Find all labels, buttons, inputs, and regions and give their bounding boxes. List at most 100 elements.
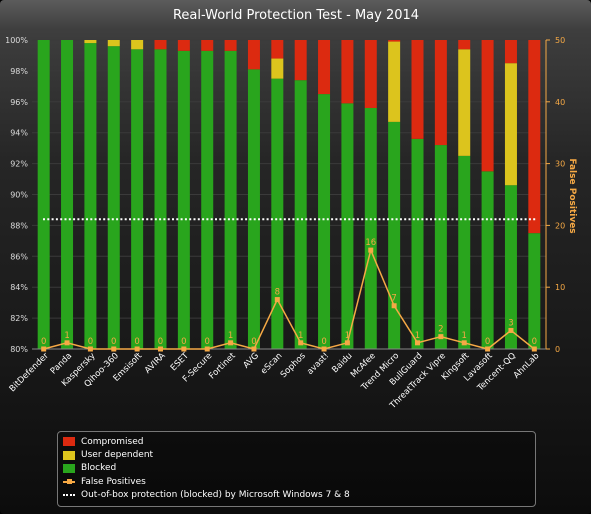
legend-label: Out-of-box protection (blocked) by Micro…: [81, 490, 350, 501]
x-tick-label: AVIRA: [143, 351, 168, 376]
bar-user-dependent: [271, 58, 284, 79]
bar-blocked: [37, 40, 50, 349]
bar-blocked: [434, 145, 447, 349]
false-positive-point: [251, 346, 257, 352]
false-positive-data-label: 8: [275, 288, 280, 298]
y-tick-label: 100%: [5, 36, 28, 45]
bar-compromised: [388, 40, 401, 42]
false-positive-data-label: 3: [508, 318, 513, 328]
y-tick-label: 88%: [10, 221, 28, 230]
false-positive-point: [391, 303, 397, 309]
bar-compromised: [341, 40, 354, 104]
y-tick-label: 84%: [10, 283, 28, 292]
bar-blocked: [247, 69, 260, 349]
false-positive-point: [485, 346, 491, 352]
false-positive-data-label: 0: [532, 337, 537, 347]
x-tick-label: BitDefender: [8, 351, 52, 395]
bar-blocked: [107, 46, 120, 350]
y-tick-label: 98%: [10, 67, 28, 76]
false-positive-point: [64, 340, 70, 346]
bar-compromised: [271, 40, 284, 59]
x-tick-label: AhnLab: [512, 351, 542, 381]
false-positives-swatch: [63, 477, 75, 486]
legend-label: False Positives: [81, 476, 146, 487]
bar-blocked: [458, 155, 471, 349]
bar-blocked: [154, 49, 167, 350]
bar-compromised: [201, 40, 214, 51]
false-positive-data-label: 0: [41, 337, 46, 347]
false-positive-point: [204, 346, 210, 352]
false-positive-point: [438, 334, 444, 340]
false-positive-point: [181, 346, 187, 352]
bar-user-dependent: [504, 63, 517, 186]
bar-blocked: [504, 185, 517, 349]
bar-blocked: [481, 171, 494, 349]
false-positives-line: [43, 247, 535, 350]
false-positive-point: [134, 346, 140, 352]
y-tick-label: 94%: [10, 129, 28, 138]
compromised-swatch: [63, 437, 75, 447]
y2-tick-label: 0: [555, 345, 560, 354]
legend-item-false-positives: False Positives: [63, 475, 535, 488]
x-tick-label: Sophos: [279, 351, 308, 380]
false-positive-data-label: 0: [158, 337, 163, 347]
bar-compromised: [177, 40, 190, 51]
bar-blocked: [177, 50, 190, 349]
false-positive-point: [41, 346, 47, 352]
false-positive-point: [158, 346, 163, 352]
y-tick-label: 96%: [10, 98, 28, 107]
y2-axis-label: False Positives: [567, 158, 577, 233]
false-positive-data-label: 0: [88, 337, 93, 347]
legend-label: Blocked: [81, 463, 117, 474]
bar-compromised: [247, 40, 260, 70]
false-positive-data-label: 0: [181, 337, 186, 347]
false-positive-point: [87, 346, 93, 352]
bar-compromised: [318, 40, 331, 95]
false-positive-point: [508, 327, 514, 333]
y-tick-label: 82%: [10, 314, 28, 323]
user-dependent-swatch: [63, 450, 75, 460]
false-positive-data-label: 1: [64, 331, 69, 341]
false-positive-data-label: 0: [251, 337, 256, 347]
bar-blocked: [318, 94, 331, 349]
false-positive-point: [531, 346, 537, 352]
y2-tick-label: 50: [555, 36, 565, 45]
y2-tick-label: 40: [555, 98, 565, 107]
false-positive-point: [461, 340, 467, 346]
bar-user-dependent: [131, 40, 144, 50]
bar-blocked: [294, 80, 307, 350]
bar-blocked: [411, 138, 424, 349]
false-positive-data-label: 16: [365, 238, 376, 248]
x-tick-label: AVG: [241, 351, 261, 371]
legend-item-blocked: Blocked: [63, 462, 535, 475]
line-layer: 0 1 0 0 0 0 0 0 1 0 8 1 0 1 16 7 1 2 1 0 3 0: [41, 218, 537, 352]
legend-item-compromised: Compromised: [63, 435, 535, 448]
false-positive-data-label: 0: [134, 337, 139, 347]
false-positive-data-label: 1: [298, 331, 303, 341]
bar-blocked: [224, 50, 237, 349]
bar-blocked: [271, 78, 284, 349]
y-tick-label: 92%: [10, 160, 28, 169]
y-tick-label: 90%: [10, 191, 28, 200]
false-positive-data-label: 0: [205, 337, 210, 347]
bar-user-dependent: [458, 49, 471, 156]
bar-compromised: [411, 40, 424, 139]
bar-compromised: [364, 40, 377, 108]
chart-title: Real-World Protection Test - May 2014: [173, 8, 419, 23]
bar-blocked: [61, 40, 74, 349]
false-positive-data-label: 0: [485, 337, 490, 347]
bar-blocked: [364, 107, 377, 349]
bar-compromised: [458, 40, 471, 50]
false-positive-data-label: 1: [228, 331, 233, 341]
false-positive-point: [298, 340, 304, 346]
false-positive-data-label: 1: [345, 331, 350, 341]
y2-tick-label: 10: [555, 283, 565, 292]
false-positive-data-label: 1: [462, 331, 467, 341]
legend: Compromised User dependent Blocked False…: [57, 431, 536, 507]
y2-tick-label: 30: [555, 160, 565, 169]
bar-compromised: [528, 40, 541, 234]
false-positive-data-label: 0: [321, 337, 326, 347]
bar-compromised: [294, 40, 307, 81]
legend-label: Compromised: [81, 436, 144, 447]
